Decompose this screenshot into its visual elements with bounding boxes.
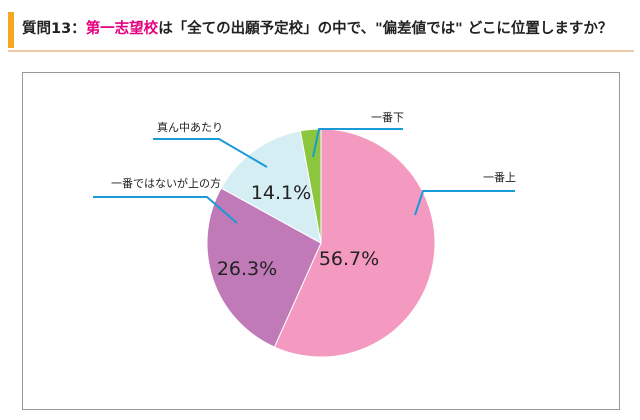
slice-value-label: 14.1% (251, 182, 311, 204)
question-header: 質問13：第一志望校は「全ての出願予定校」の中で、"偏差値では" どこに位置しま… (8, 8, 634, 52)
question-suffix: は「全ての出願予定校」の中で、"偏差値では" どこに位置しますか？ (158, 21, 613, 37)
leader-line (312, 128, 403, 158)
question-title: 質問13：第一志望校は「全ての出願予定校」の中で、"偏差値では" どこに位置しま… (22, 14, 634, 44)
header-divider (8, 50, 634, 52)
pie-chart: 56.7% 26.3% 14.1% 一番上 一番ではないが上の方 真ん中あたり 一番下 (93, 111, 516, 358)
leader-line (153, 138, 268, 168)
question-prefix: 質問13： (22, 21, 86, 37)
slice-value-label: 56.7% (319, 248, 379, 270)
chart-frame: 56.7% 26.3% 14.1% 一番上 一番ではないが上の方 真ん中あたり 一番下 (22, 72, 620, 410)
pie-slice (220, 130, 322, 244)
leader-line (414, 190, 515, 216)
slice-category-label: 真ん中あたり (157, 120, 223, 134)
pie-slice (273, 128, 436, 358)
slice-category-label: 一番下 (371, 111, 404, 124)
leader-line (93, 196, 238, 224)
slice-value-label: 26.3% (217, 258, 277, 280)
header-accent-bar (8, 12, 14, 48)
slice-category-label: 一番上 (483, 171, 516, 184)
question-highlight: 第一志望校 (85, 21, 159, 37)
slice-category-label: 一番ではないが上の方 (111, 176, 221, 190)
